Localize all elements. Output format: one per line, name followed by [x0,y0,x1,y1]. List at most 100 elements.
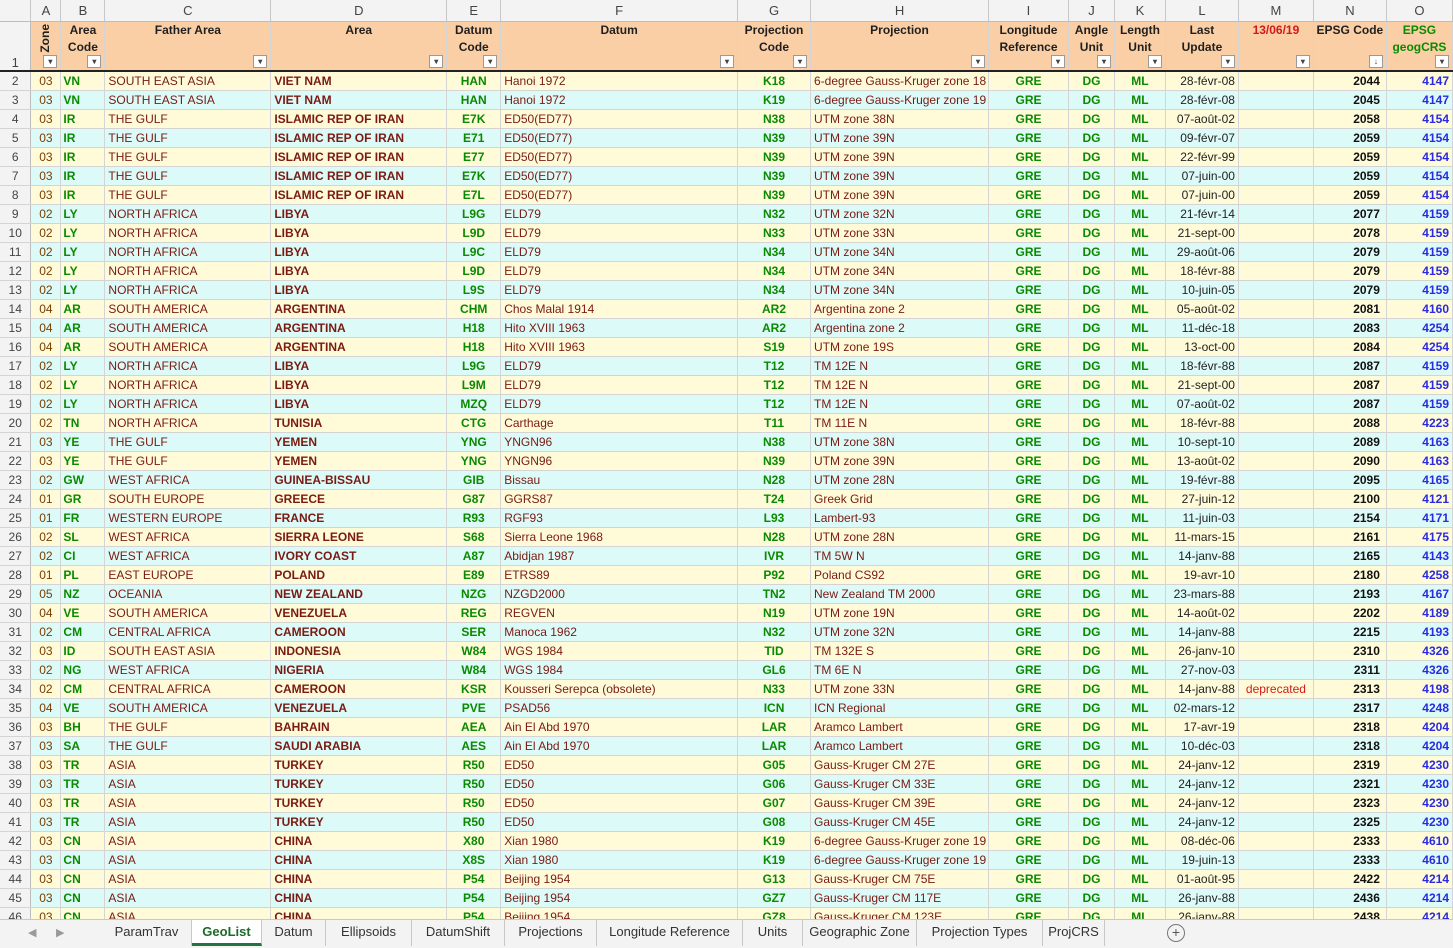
epsg-code-cell[interactable]: 2045 [1313,90,1387,110]
longitude-reference-cell[interactable]: GRE [988,660,1069,680]
area-code-cell[interactable]: LY [60,261,106,281]
row-number[interactable]: 20 [0,413,32,433]
filter-dropdown-icon[interactable]: ▾ [1435,54,1449,68]
angle-unit-cell[interactable]: DG [1068,109,1115,129]
m-cell[interactable] [1238,565,1314,585]
datum-code-cell[interactable]: G87 [446,489,502,509]
datum-code-cell[interactable]: L9C [446,242,502,262]
row-number[interactable]: 45 [0,888,32,908]
m-cell[interactable] [1238,70,1314,91]
filter-dropdown-icon[interactable]: ▾ [1050,54,1065,68]
area-code-cell[interactable]: YE [60,451,106,471]
projection-code-cell[interactable]: TID [737,641,812,661]
last-update-cell[interactable]: 08-déc-06 [1165,831,1239,851]
zone-cell[interactable]: 02 [30,242,62,262]
datum-code-cell[interactable]: CTG [446,413,502,433]
projection-cell[interactable]: Gauss-Kruger CM 39E [810,793,989,813]
length-unit-cell[interactable]: ML [1114,812,1166,832]
angle-unit-cell[interactable]: DG [1068,717,1115,737]
m-cell[interactable] [1238,774,1314,794]
header-zone[interactable]: Zone ▾ [30,21,62,72]
row-number[interactable]: 34 [0,679,32,699]
last-update-cell[interactable]: 13-oct-00 [1165,337,1239,357]
longitude-reference-cell[interactable]: GRE [988,394,1069,414]
last-update-cell[interactable]: 19-févr-88 [1165,470,1239,490]
longitude-reference-cell[interactable]: GRE [988,489,1069,509]
father-area-cell[interactable]: SOUTH AMERICA [104,337,272,357]
epsg-geogcrs-cell[interactable]: 4154 [1386,185,1453,205]
length-unit-cell[interactable]: ML [1114,546,1166,566]
projection-code-cell[interactable]: AR2 [737,299,812,319]
column-letter-c[interactable]: C [104,0,272,22]
zone-cell[interactable]: 03 [30,717,62,737]
column-letter-a[interactable]: A [30,0,62,22]
column-letter-h[interactable]: H [810,0,989,22]
datum-code-cell[interactable]: P54 [446,869,502,889]
projection-code-cell[interactable]: N33 [737,679,812,699]
father-area-cell[interactable]: WEST AFRICA [104,546,272,566]
datum-cell[interactable]: REGVEN [500,603,739,623]
area-code-cell[interactable]: GW [60,470,106,490]
projection-cell[interactable]: Greek Grid [810,489,989,509]
epsg-code-cell[interactable]: 2087 [1313,356,1387,376]
header-father-area[interactable]: Father Area ▾ [104,21,272,72]
father-area-cell[interactable]: NORTH AFRICA [104,261,272,281]
m-cell[interactable] [1238,394,1314,414]
length-unit-cell[interactable]: ML [1114,90,1166,110]
projection-cell[interactable]: 6-degree Gauss-Kruger zone 19 [810,90,989,110]
m-cell[interactable] [1238,622,1314,642]
datum-code-cell[interactable]: CHM [446,299,502,319]
area-cell[interactable]: VENEZUELA [270,603,448,623]
datum-code-cell[interactable]: P54 [446,888,502,908]
area-cell[interactable]: TURKEY [270,755,448,775]
epsg-geogcrs-cell[interactable]: 4143 [1386,546,1453,566]
epsg-geogcrs-cell[interactable]: 4214 [1386,888,1453,908]
scroll-tabs-right-icon[interactable]: ▶ [56,927,65,939]
m-cell[interactable] [1238,166,1314,186]
length-unit-cell[interactable]: ML [1114,622,1166,642]
m-cell[interactable] [1238,831,1314,851]
datum-cell[interactable]: Bissau [500,470,739,490]
datum-cell[interactable]: Beijing 1954 [500,869,739,889]
projection-code-cell[interactable]: N28 [737,470,812,490]
header-epsg-code[interactable]: EPSG Code ↓ [1313,21,1387,72]
last-update-cell[interactable]: 24-janv-12 [1165,755,1239,775]
projection-code-cell[interactable]: N28 [737,527,812,547]
epsg-code-cell[interactable]: 2333 [1313,831,1387,851]
last-update-cell[interactable]: 14-janv-88 [1165,679,1239,699]
length-unit-cell[interactable]: ML [1114,755,1166,775]
father-area-cell[interactable]: EAST EUROPE [104,565,272,585]
zone-cell[interactable]: 03 [30,185,62,205]
add-sheet-icon[interactable]: + [1167,924,1185,942]
father-area-cell[interactable]: OCEANIA [104,584,272,604]
father-area-cell[interactable]: SOUTH AMERICA [104,698,272,718]
longitude-reference-cell[interactable]: GRE [988,641,1069,661]
area-cell[interactable]: GUINEA-BISSAU [270,470,448,490]
longitude-reference-cell[interactable]: GRE [988,546,1069,566]
epsg-code-cell[interactable]: 2193 [1313,584,1387,604]
father-area-cell[interactable]: NORTH AFRICA [104,413,272,433]
epsg-geogcrs-cell[interactable]: 4171 [1386,508,1453,528]
epsg-code-cell[interactable]: 2079 [1313,242,1387,262]
datum-code-cell[interactable]: R50 [446,812,502,832]
epsg-geogcrs-cell[interactable]: 4610 [1386,831,1453,851]
projection-code-cell[interactable]: AR2 [737,318,812,338]
last-update-cell[interactable]: 26-janv-10 [1165,641,1239,661]
datum-code-cell[interactable]: L9D [446,261,502,281]
epsg-geogcrs-cell[interactable]: 4159 [1386,261,1453,281]
epsg-geogcrs-cell[interactable]: 4165 [1386,470,1453,490]
epsg-code-cell[interactable]: 2044 [1313,70,1387,91]
datum-code-cell[interactable]: E71 [446,128,502,148]
m-cell[interactable] [1238,888,1314,908]
last-update-cell[interactable]: 18-févr-88 [1165,261,1239,281]
epsg-code-cell[interactable]: 2436 [1313,888,1387,908]
datum-cell[interactable]: Xian 1980 [500,831,739,851]
area-cell[interactable]: CAMEROON [270,679,448,699]
header-last-update[interactable]: Last Update ▾ [1165,21,1239,72]
zone-cell[interactable]: 02 [30,394,62,414]
projection-cell[interactable]: Argentina zone 2 [810,318,989,338]
projection-cell[interactable]: UTM zone 28N [810,470,989,490]
length-unit-cell[interactable]: ML [1114,394,1166,414]
row-number[interactable]: 2 [0,70,32,91]
length-unit-cell[interactable]: ML [1114,356,1166,376]
